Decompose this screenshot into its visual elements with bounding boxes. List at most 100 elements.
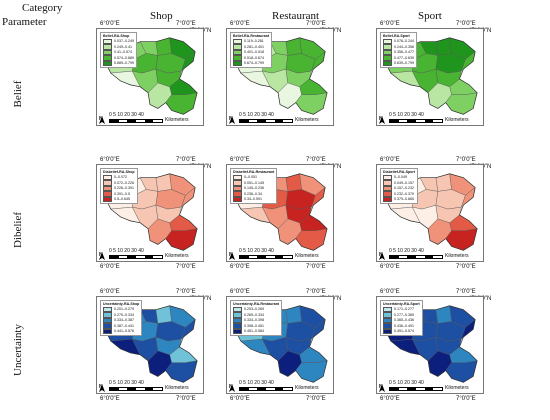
legend-class-label: 0.269–0.334 xyxy=(244,312,264,317)
map-frame: Belief-RA-Restaurant 0.119–0.281 0.281–0.4… xyxy=(226,28,334,126)
legend-title: Belief-RA-Sport xyxy=(383,34,410,38)
scale-ticks: 0 5 10 20 30 40 xyxy=(109,248,144,254)
lon-tick-right-top: 7°0'0"E xyxy=(176,289,196,295)
north-arrow-icon: N xyxy=(229,252,235,260)
legend-class-label: 0.387–0.441 xyxy=(114,323,134,328)
map-panel-disbelief-restaurant: 6°0'0"E7°0'0"E47°0'0"N6°0'0"E7°0'0"EDisb… xyxy=(222,157,341,276)
legend-entry: 0.365–0.436 xyxy=(383,317,420,324)
legend-entry: 0.236–0.34 xyxy=(233,191,274,197)
legend-swatch xyxy=(383,185,392,192)
legend-class-label: 0.145–0.236 xyxy=(244,186,264,191)
legend-swatch xyxy=(233,323,242,329)
scale-bar: 0 5 10 20 30 40 Kilometers xyxy=(239,248,319,259)
north-arrow-icon: N xyxy=(99,116,105,124)
region-map xyxy=(386,173,478,251)
legend-class-label: 0.076–0.244 xyxy=(394,39,414,44)
scale-ticks: 0 5 10 20 30 40 xyxy=(109,380,144,386)
legend-entry: 0.518–0.674 xyxy=(233,55,269,61)
map-legend: Belief-RA-Shop 0.037–0.249 0.249–0.41 0.41–… xyxy=(100,32,137,69)
lon-tick-right-bottom: 7°0'0"E xyxy=(456,396,476,402)
north-arrow-icon: N xyxy=(379,384,385,392)
map-legend: Uncertainty-RA-Shop 0.201–0.279 0.279–0.33… xyxy=(100,300,143,337)
scale-ticks: 0 5 10 20 30 40 xyxy=(389,112,424,118)
map-frame: Belief-RA-Shop 0.037–0.249 0.249–0.41 0.41–… xyxy=(96,28,204,126)
map-region xyxy=(165,92,198,115)
legend-swatch xyxy=(103,328,112,335)
legend-swatch xyxy=(383,38,392,45)
legend-class-label: 0.391–0.5 xyxy=(114,191,130,196)
legend-class-label: 0.451–0.584 xyxy=(244,329,264,334)
legend-swatch xyxy=(383,60,392,67)
map-frame: Disbelief-RA-Sport 0–0.049 0.049–0.157 0.15… xyxy=(376,164,484,262)
legend-class-label: 0–0.051 xyxy=(244,175,257,180)
legend-entry: 0.244–0.356 xyxy=(383,44,414,50)
legend-entry: 0.269–0.334 xyxy=(233,312,279,318)
scale-ticks: 0 5 10 20 30 40 xyxy=(109,112,144,118)
legend-class-label: 0.639–0.799 xyxy=(394,61,414,66)
legend-class-label: 0.436–0.491 xyxy=(394,323,414,328)
region-outline xyxy=(236,305,328,383)
map-region xyxy=(435,305,452,324)
legend-entry: 0.574–0.689 xyxy=(103,55,134,61)
map-frame: Uncertainty-RA-Sport 0.171–0.277 0.277–0.3… xyxy=(376,296,484,394)
legend-swatch xyxy=(103,49,112,56)
legend-swatch xyxy=(233,328,242,335)
legend-entry: 0.34–0.591 xyxy=(233,196,274,203)
map-panel-disbelief-shop: 6°0'0"E7°0'0"E47°0'0"N6°0'0"E7°0'0"EDisb… xyxy=(92,157,211,276)
legend-swatch xyxy=(103,323,112,329)
category-header-label: Category xyxy=(22,2,63,14)
legend-swatch xyxy=(103,180,112,186)
region-outline xyxy=(236,173,328,251)
legend-entry: 0–0.072 xyxy=(103,174,135,181)
legend-entry: 0–0.049 xyxy=(383,174,415,181)
scale-unit: Kilometers xyxy=(165,253,189,259)
legend-swatch xyxy=(103,38,112,45)
column-header-sport: Sport xyxy=(418,10,442,22)
scale-unit: Kilometers xyxy=(165,385,189,391)
north-label: N xyxy=(99,116,103,122)
legend-swatch xyxy=(383,49,392,56)
lon-tick-left-top: 6°0'0"E xyxy=(100,21,120,27)
legend-class-label: 0.236–0.34 xyxy=(244,191,262,196)
scale-unit: Kilometers xyxy=(295,253,319,259)
lon-tick-right-top: 7°0'0"E xyxy=(306,157,326,163)
legend-title: Uncertainty-RA-Restaurant xyxy=(233,302,280,306)
legend-class-label: 0.049–0.157 xyxy=(394,180,414,185)
legend-swatch xyxy=(103,191,112,197)
lon-tick-left-bottom: 6°0'0"E xyxy=(380,264,400,270)
legend-swatch xyxy=(383,180,392,186)
scale-bar: 0 5 10 20 30 40 Kilometers xyxy=(109,248,189,259)
north-label: N xyxy=(229,116,233,122)
legend-swatch xyxy=(233,180,242,186)
lon-tick-right-bottom: 7°0'0"E xyxy=(176,396,196,402)
legend-class-label: 0.203–0.269 xyxy=(244,307,264,312)
region-outline xyxy=(106,305,198,383)
lon-tick-left-bottom: 6°0'0"E xyxy=(230,396,250,402)
legend-title: Disbelief-RA-Shop xyxy=(103,170,135,174)
north-arrow-icon: N xyxy=(379,252,385,260)
legend-entry: 0.491–0.574 xyxy=(383,328,420,335)
map-region xyxy=(435,37,452,56)
north-label: N xyxy=(229,384,233,390)
legend-class-label: 0.281–0.401 xyxy=(244,44,264,49)
legend-entry: 0.674–0.799 xyxy=(233,60,269,67)
map-region xyxy=(445,92,478,115)
scale-unit: Kilometers xyxy=(165,117,189,123)
legend-swatch xyxy=(233,312,242,318)
row-label-uncertainty: Uncertainty xyxy=(12,324,24,376)
lon-tick-left-top: 6°0'0"E xyxy=(230,289,250,295)
scale-ticks: 0 5 10 20 30 40 xyxy=(239,380,274,386)
map-panel-uncertainty-restaurant: 6°0'0"E7°0'0"E47°0'0"N6°0'0"E7°0'0"EUnce… xyxy=(222,289,341,408)
map-region xyxy=(285,305,302,324)
legend-swatch xyxy=(103,312,112,318)
legend-entry: 0.076–0.244 xyxy=(383,38,414,45)
lon-tick-left-top: 6°0'0"E xyxy=(100,157,120,163)
legend-title: Disbelief-RA-Sport xyxy=(383,170,415,174)
legend-swatch xyxy=(103,60,112,67)
lon-tick-right-bottom: 7°0'0"E xyxy=(306,264,326,270)
scale-ticks: 0 5 10 20 30 40 xyxy=(239,112,274,118)
north-label: N xyxy=(229,252,233,258)
north-label: N xyxy=(379,116,383,122)
north-label: N xyxy=(379,384,383,390)
legend-entry: 0.401–0.518 xyxy=(233,49,269,56)
